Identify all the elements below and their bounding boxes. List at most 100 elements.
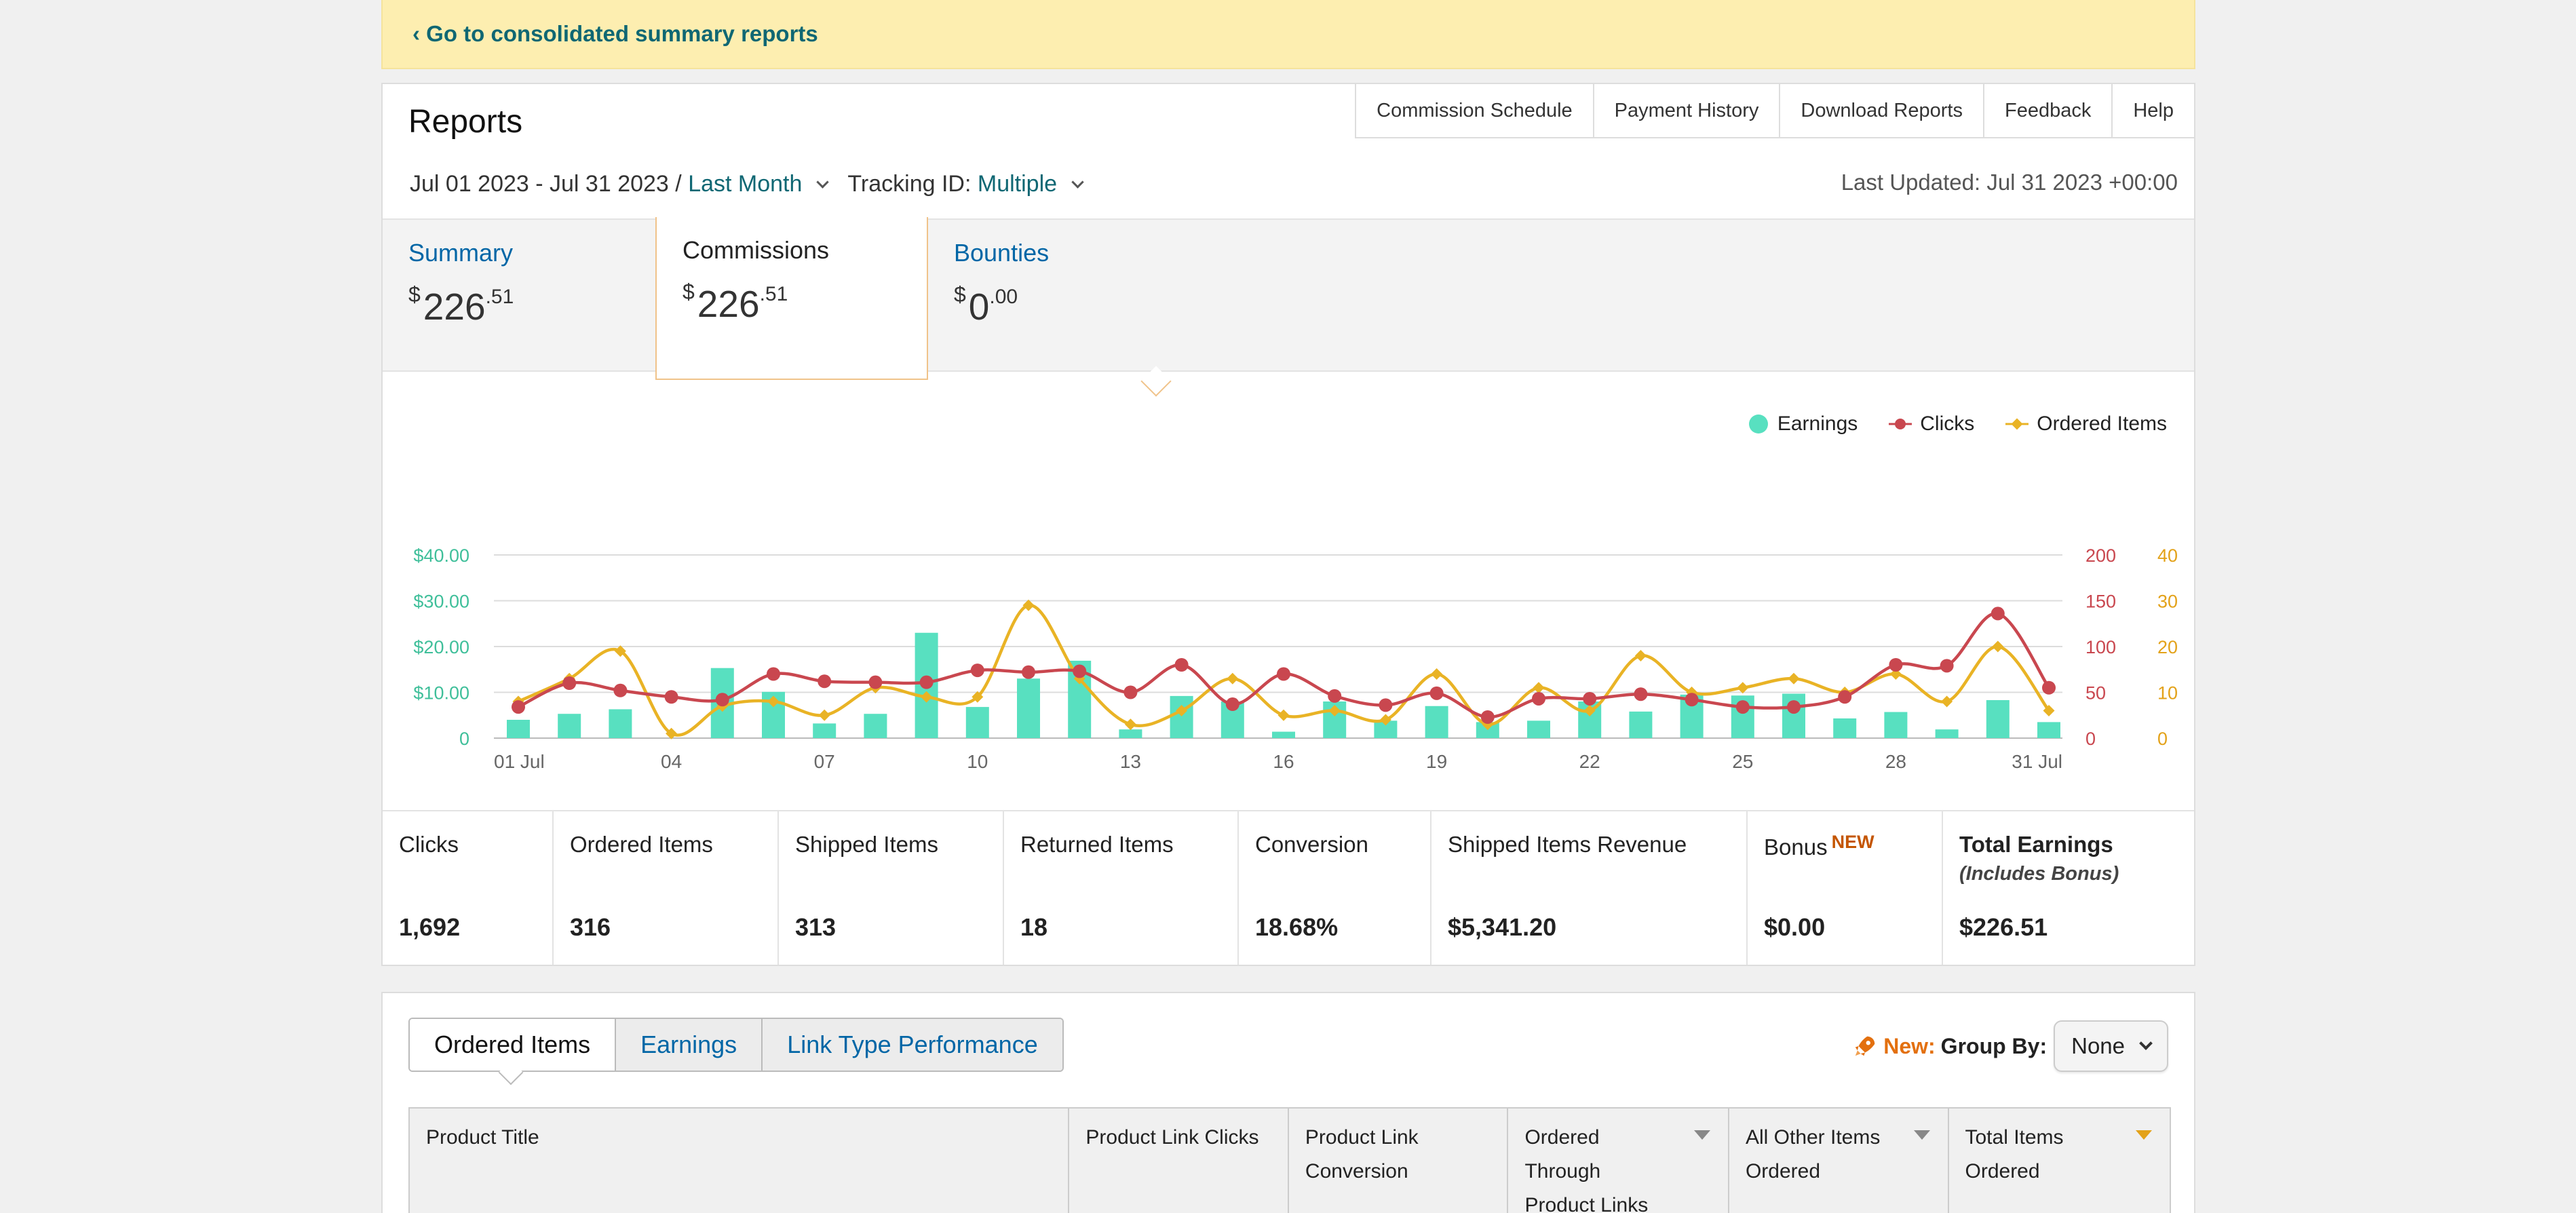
chevron-down-icon[interactable]	[1071, 176, 1084, 189]
tab-bounties[interactable]: Bounties $0.00	[928, 220, 1201, 373]
point-ordered-items	[972, 691, 984, 703]
point-clicks	[1991, 606, 2005, 621]
tracking-id-dropdown[interactable]: Multiple	[977, 171, 1058, 197]
point-clicks	[1429, 686, 1444, 700]
point-clicks	[715, 693, 729, 707]
y-tick-clicks: 100	[2085, 637, 2116, 657]
tab-summary[interactable]: Summary $226.51	[383, 220, 655, 373]
y-tick-left: $10.00	[413, 683, 469, 704]
bar-earnings	[609, 709, 632, 738]
y-tick-clicks: 200	[2085, 545, 2116, 566]
x-tick-label: 31 Jul	[2012, 751, 2062, 772]
bar-earnings	[1272, 731, 1295, 738]
x-tick-label: 07	[814, 751, 835, 772]
bar-earnings	[813, 723, 837, 738]
nav-commission-schedule[interactable]: Commission Schedule	[1355, 83, 1594, 138]
filters: Jul 01 2023 - Jul 31 2023 / Last Month T…	[410, 171, 1102, 197]
point-clicks	[1073, 664, 1087, 678]
tab-amount: $226.51	[683, 280, 788, 325]
bar-earnings	[965, 707, 989, 738]
point-ordered-items	[1022, 599, 1035, 611]
tab-label: Bounties	[954, 239, 1050, 267]
tab-commissions[interactable]: Commissions $226.51	[655, 217, 928, 380]
report-table-card: Ordered Items Earnings Link Type Perform…	[381, 992, 2195, 1213]
y-tick-clicks: 150	[2085, 592, 2116, 612]
col-total-items-ordered[interactable]: Total Items Ordered	[1947, 1109, 2170, 1213]
metric-returned-items: Returned Items 18	[1004, 811, 1239, 965]
point-clicks	[1225, 697, 1239, 712]
x-tick-label: 19	[1426, 751, 1447, 772]
bar-earnings	[1629, 711, 1653, 738]
tab-label: Commissions	[683, 236, 830, 264]
point-clicks	[1480, 710, 1495, 724]
legend-ordered-items[interactable]: Ordered Items	[2005, 412, 2167, 436]
point-clicks	[1379, 698, 1393, 712]
metric-bonus: Bonus NEW $0.00	[1748, 811, 1943, 965]
point-ordered-items	[818, 709, 830, 721]
point-clicks	[512, 700, 525, 714]
y-tick-left: $30.00	[413, 592, 469, 612]
y-tick-items: 30	[2157, 592, 2178, 612]
nav-help[interactable]: Help	[2111, 83, 2195, 138]
sort-icon[interactable]	[1913, 1130, 1930, 1140]
col-ordered-through-links[interactable]: Ordered Through Product Links	[1507, 1109, 1728, 1213]
point-clicks	[1583, 691, 1597, 706]
point-clicks	[1787, 700, 1801, 714]
point-ordered-items	[1992, 640, 2004, 653]
tab-link-type-performance[interactable]: Link Type Performance	[761, 1019, 1062, 1071]
bar-earnings	[1884, 712, 1908, 738]
point-ordered-items	[1889, 668, 1902, 680]
y-tick-clicks: 0	[2085, 729, 2096, 749]
bar-earnings	[507, 720, 530, 738]
point-clicks	[868, 675, 883, 689]
x-tick-label: 25	[1732, 751, 1753, 772]
metric-shipped-revenue: Shipped Items Revenue $5,341.20	[1431, 811, 1748, 965]
new-label: New:	[1883, 1033, 1936, 1058]
x-tick-label: 16	[1273, 751, 1294, 772]
bar-earnings	[1017, 678, 1040, 738]
col-product-title[interactable]: Product Title	[426, 1126, 539, 1149]
col-all-other-items[interactable]: All Other Items Ordered	[1727, 1109, 1948, 1213]
point-clicks	[1174, 658, 1189, 672]
bar-earnings	[1170, 695, 1193, 738]
nav-feedback[interactable]: Feedback	[1982, 83, 2113, 138]
col-product-link-clicks[interactable]: Product Link Clicks	[1068, 1109, 1288, 1213]
x-tick-label: 10	[967, 751, 988, 772]
bar-earnings	[558, 714, 581, 738]
point-ordered-items	[1431, 668, 1443, 680]
point-ordered-items	[1124, 718, 1136, 731]
ordered-items-line-icon	[2005, 418, 2029, 430]
legend-earnings[interactable]: Earnings	[1748, 412, 1858, 436]
metric-ordered-items: Ordered Items 316	[554, 811, 779, 965]
point-ordered-items	[1227, 672, 1239, 685]
group-by-select[interactable]: None	[2054, 1020, 2168, 1072]
earnings-dot-icon	[1748, 415, 1768, 434]
metric-clicks: Clicks 1,692	[383, 811, 554, 965]
new-badge: NEW	[1831, 832, 1875, 852]
last-updated: Last Updated: Jul 31 2023 +00:00	[1841, 170, 2178, 195]
tracking-id-label: Tracking ID:	[847, 171, 972, 197]
tab-earnings[interactable]: Earnings	[615, 1019, 762, 1071]
bar-earnings	[1527, 720, 1550, 738]
bar-earnings	[1119, 729, 1142, 738]
sort-active-icon[interactable]	[2136, 1130, 2153, 1140]
point-ordered-items	[1277, 709, 1290, 721]
sort-icon[interactable]	[1693, 1130, 1710, 1140]
y-tick-left: 0	[459, 729, 469, 749]
point-clicks	[1532, 691, 1545, 706]
metric-total-earnings: Total Earnings (Includes Bonus) $226.51	[1959, 832, 2119, 941]
consolidated-reports-link[interactable]: ‹ Go to consolidated summary reports	[412, 21, 818, 46]
bar-earnings	[1935, 729, 1959, 738]
col-product-link-conversion[interactable]: Product Link Conversion	[1287, 1109, 1507, 1213]
point-ordered-items	[614, 645, 626, 657]
nav-payment-history[interactable]: Payment History	[1592, 83, 1781, 138]
point-clicks	[818, 674, 832, 689]
nav-download-reports[interactable]: Download Reports	[1779, 83, 1984, 138]
chevron-down-icon[interactable]	[816, 176, 830, 189]
bar-earnings	[2037, 722, 2060, 738]
y-tick-items: 40	[2157, 545, 2178, 566]
date-preset-dropdown[interactable]: Last Month	[688, 171, 803, 197]
metric-shipped-items: Shipped Items 313	[779, 811, 1004, 965]
x-tick-label: 01 Jul	[494, 751, 545, 772]
legend-clicks[interactable]: Clicks	[1889, 412, 1974, 436]
